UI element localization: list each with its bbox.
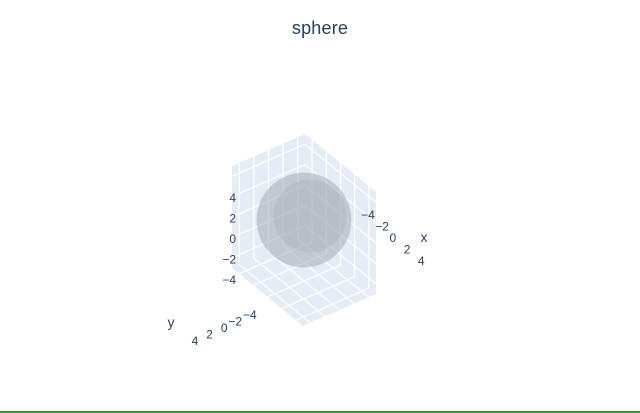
sphere-outer-shell[interactable]: [256, 172, 352, 268]
chart-title: sphere: [291, 18, 349, 38]
z-tick-label: 2: [229, 212, 236, 226]
y-tick-label: −2: [228, 315, 242, 329]
x-tick-label: −2: [375, 219, 389, 233]
floor-gridline-y: [238, 264, 311, 324]
z-tick-label: −2: [222, 252, 236, 266]
x-tick-label: −4: [361, 208, 375, 222]
z-tick-label: −4: [222, 273, 236, 287]
x-tick-label: 0: [390, 231, 397, 245]
x-tick-label: 4: [418, 254, 425, 268]
scene-axis-titles: xy: [168, 229, 428, 330]
sphere-surface[interactable]: [256, 172, 352, 268]
xwall-gridline-z: [231, 164, 306, 198]
xwall-gridline-z: [231, 143, 306, 177]
z-tick-label: 0: [229, 232, 236, 246]
floor-gridline-y: [268, 251, 340, 311]
sphere-core-shading: [273, 179, 347, 253]
x-tick-label: 2: [404, 243, 411, 257]
y-tick-label: 4: [192, 334, 199, 348]
y-tick-label: 0: [221, 321, 228, 335]
ywall-gridline-z: [304, 143, 377, 203]
x-axis-title: x: [421, 229, 428, 245]
floor-gridline-y: [253, 257, 326, 317]
y-tick-label: −4: [243, 308, 257, 322]
y-tick-label: 2: [206, 327, 213, 341]
z-tick-label: 4: [229, 191, 236, 205]
y-axis-title: y: [168, 314, 175, 330]
